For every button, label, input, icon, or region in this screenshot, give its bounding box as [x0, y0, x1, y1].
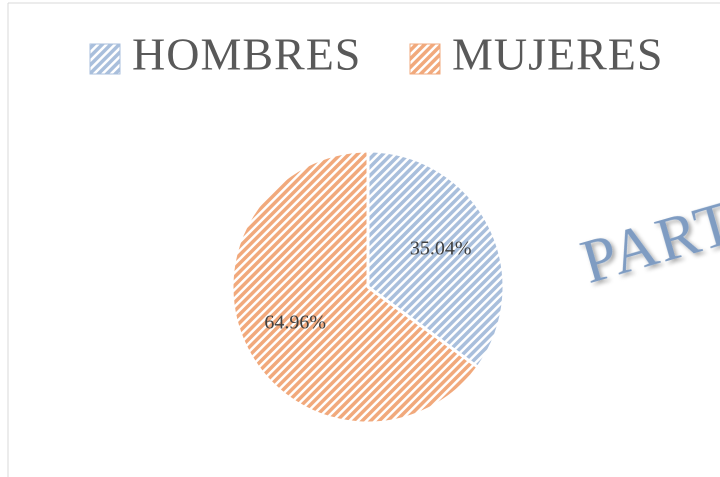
pie-slice: [230, 149, 480, 425]
legend-swatch: [89, 43, 121, 75]
pie-slice: [366, 149, 506, 369]
value-label: 64.96%: [264, 312, 326, 334]
legend-label: HOMBRES: [132, 29, 361, 80]
value-label: 35.04%: [410, 238, 472, 260]
legend-label: MUJERES: [452, 29, 663, 80]
annotation: PART: [574, 188, 720, 297]
legend-swatch: [409, 43, 441, 75]
